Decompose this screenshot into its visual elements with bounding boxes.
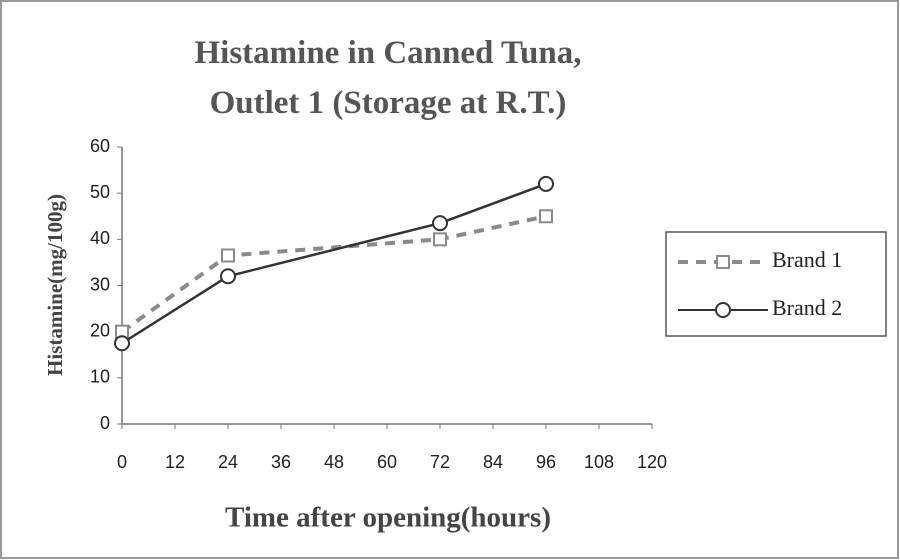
y-tick-label: 30	[90, 274, 110, 294]
y-tick-label: 60	[90, 136, 110, 156]
legend-label: Brand 2	[772, 295, 842, 320]
x-tick-label: 60	[377, 452, 397, 472]
x-tick-label: 96	[536, 452, 556, 472]
marker	[220, 268, 236, 285]
y-tick-label: 0	[100, 413, 110, 433]
y-tick-label: 20	[90, 320, 110, 340]
y-tick-label: 50	[90, 182, 110, 202]
x-tick-label: 24	[218, 452, 238, 472]
x-axis-label: Time after opening(hours)	[225, 502, 551, 534]
marker	[538, 175, 554, 192]
y-tick-label: 10	[90, 367, 110, 387]
x-tick-label: 0	[117, 452, 127, 472]
marker	[432, 215, 448, 232]
chart-title: Histamine in Canned Tuna, Outlet 1 (Stor…	[194, 35, 582, 121]
y-axis-label: Histamine(mg/100g)	[43, 194, 67, 376]
legend-marker	[716, 255, 730, 269]
legend-box	[665, 231, 887, 337]
marker	[433, 232, 447, 247]
legend-label: Brand 1	[772, 247, 842, 272]
marker	[221, 248, 235, 263]
x-tick-label: 84	[483, 452, 503, 472]
marker	[539, 209, 553, 224]
x-tick-label: 120	[637, 452, 667, 472]
x-tick-label: 48	[324, 452, 344, 472]
y-tick-label: 40	[90, 228, 110, 248]
x-tick-label: 72	[430, 452, 450, 472]
x-tick-label: 36	[271, 452, 291, 472]
series-line	[120, 214, 547, 334]
x-tick-label: 12	[165, 452, 185, 472]
marker	[114, 335, 130, 352]
x-tick-label: 108	[584, 452, 614, 472]
series-line	[121, 182, 547, 345]
legend-marker	[715, 302, 731, 318]
